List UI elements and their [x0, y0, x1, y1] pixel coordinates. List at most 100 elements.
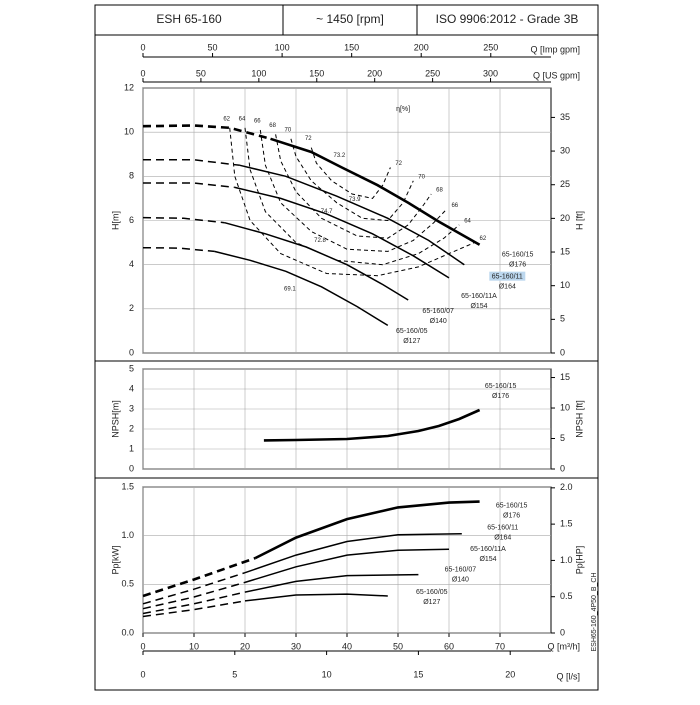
- x2-axis-title: Q [l/s]: [556, 671, 580, 681]
- x-tick-label: 60: [444, 641, 454, 651]
- efficiency-label: 68: [436, 188, 443, 194]
- efficiency-label: 72: [395, 161, 402, 167]
- efficiency-label: 68: [269, 123, 276, 129]
- curve: [244, 548, 450, 584]
- curve-diameter: Ø176: [503, 512, 520, 519]
- x2-tick-label: 5: [232, 669, 237, 679]
- y2-axis-title: H [ft]: [574, 211, 584, 230]
- curve-name: 65-160/15: [485, 383, 517, 390]
- curve-name: 65-160/15: [502, 252, 534, 259]
- x-tick-label: 70: [495, 641, 505, 651]
- curve-diameter: Ø127: [403, 338, 420, 345]
- y-axis-title: H[m]: [110, 211, 120, 230]
- y2-tick-label: 25: [560, 179, 570, 189]
- y-tick-label: 4: [129, 259, 134, 269]
- y-tick-label: 8: [129, 171, 134, 181]
- efficiency-label: 72: [305, 136, 312, 142]
- eta-label: η[%]: [396, 106, 410, 113]
- x2-tick-label: 0: [140, 42, 145, 52]
- x2-tick-label: 50: [208, 42, 218, 52]
- curve-dashed: [142, 246, 215, 253]
- x-tick-label: 0: [140, 641, 145, 651]
- curve-diameter: Ø176: [509, 262, 526, 269]
- curve: [234, 186, 450, 279]
- y-tick-label: 0: [129, 347, 134, 357]
- curve-dashed: [142, 556, 256, 598]
- y2-tick-label: 5: [560, 433, 565, 443]
- y-tick-label: 5: [129, 363, 134, 373]
- curve-diameter: Ø154: [479, 556, 496, 563]
- curve-name: 65-160/15: [496, 502, 528, 509]
- efficiency-label: 62: [223, 116, 230, 122]
- curve-dashed: [143, 182, 235, 189]
- efficiency-label: 66: [254, 119, 261, 125]
- curve-name: 65-160/05: [416, 589, 448, 596]
- curve-diameter: Ø164: [499, 284, 516, 291]
- efficiency-label: 66: [451, 203, 458, 209]
- x2-axis-title: Q [Imp gpm]: [530, 44, 580, 54]
- curve-diameter: Ø140: [452, 576, 469, 583]
- y2-tick-label: 30: [560, 145, 570, 155]
- efficiency-label: 70: [285, 127, 292, 133]
- curve-dashed: [143, 159, 240, 167]
- y-tick-label: 2: [129, 423, 134, 433]
- curve: [244, 573, 419, 593]
- y2-tick-label: 35: [560, 112, 570, 122]
- curve-name: 65-160/07: [422, 308, 454, 315]
- y-tick-label: 12: [124, 82, 134, 92]
- efficiency-label: 70: [418, 174, 425, 180]
- efficiency-contour: [275, 134, 432, 239]
- y2-tick-label: 2.0: [560, 482, 573, 492]
- y-tick-label: 0.5: [121, 579, 134, 589]
- y2-tick-label: 10: [560, 402, 570, 412]
- x-axis-title: Q [m³/h]: [547, 641, 580, 651]
- x-tick-label: 40: [342, 641, 352, 651]
- curve-name: 65-160/07: [445, 566, 477, 573]
- efficiency-contour: [244, 127, 460, 266]
- y-tick-label: 1.0: [121, 530, 134, 540]
- x-tick-label: 30: [291, 641, 301, 651]
- x3-tick-label: 250: [425, 68, 440, 78]
- y2-axis-title: NPSH [ft]: [574, 400, 584, 438]
- x3-tick-label: 300: [483, 68, 498, 78]
- x2-tick-label: 200: [414, 42, 429, 52]
- x3-axis-title: Q [US gpm]: [533, 70, 580, 80]
- efficiency-label: 64: [239, 116, 246, 122]
- efficiency-label: 64: [464, 218, 471, 224]
- y2-tick-label: 0: [560, 347, 565, 357]
- curve: [263, 408, 481, 442]
- curve-dashed: [142, 124, 271, 141]
- y2-tick-label: 20: [560, 213, 570, 223]
- x2-tick-label: 20: [505, 669, 515, 679]
- x2-tick-label: 100: [275, 42, 290, 52]
- curve: [244, 593, 388, 602]
- header-standard: ISO 9906:2012 - Grade 3B: [436, 12, 579, 26]
- frame: [94, 4, 599, 691]
- x2-tick-label: 150: [344, 42, 359, 52]
- y-tick-label: 1: [129, 443, 134, 453]
- y2-tick-label: 10: [560, 280, 570, 290]
- y2-axis-title: Pp[HP]: [574, 546, 584, 575]
- header-model: ESH 65-160: [156, 12, 222, 26]
- x2-tick-label: 250: [483, 42, 498, 52]
- y-tick-label: 0: [129, 463, 134, 473]
- curve: [239, 164, 465, 266]
- efficiency-contour: [290, 138, 414, 222]
- y2-tick-label: 1.0: [560, 555, 573, 565]
- y2-tick-label: 1.5: [560, 519, 573, 529]
- y-tick-label: 3: [129, 403, 134, 413]
- x3-tick-label: 100: [251, 68, 266, 78]
- curve-diameter: Ø154: [470, 303, 487, 310]
- efficiency-contour: [310, 147, 391, 199]
- y-tick-label: 0.0: [121, 627, 134, 637]
- curve-dashed: [142, 600, 246, 618]
- curve-diameter: Ø140: [430, 318, 447, 325]
- y2-tick-label: 5: [560, 314, 565, 324]
- curve-name: 65-160/11A: [470, 546, 506, 553]
- curve-diameter: Ø127: [423, 599, 440, 606]
- x-tick-label: 10: [189, 641, 199, 651]
- curve-name: 65-160/11: [487, 525, 518, 532]
- y-tick-label: 1.5: [121, 481, 134, 491]
- drawing-code: ESH65-160_4P50_B_CH: [591, 573, 598, 652]
